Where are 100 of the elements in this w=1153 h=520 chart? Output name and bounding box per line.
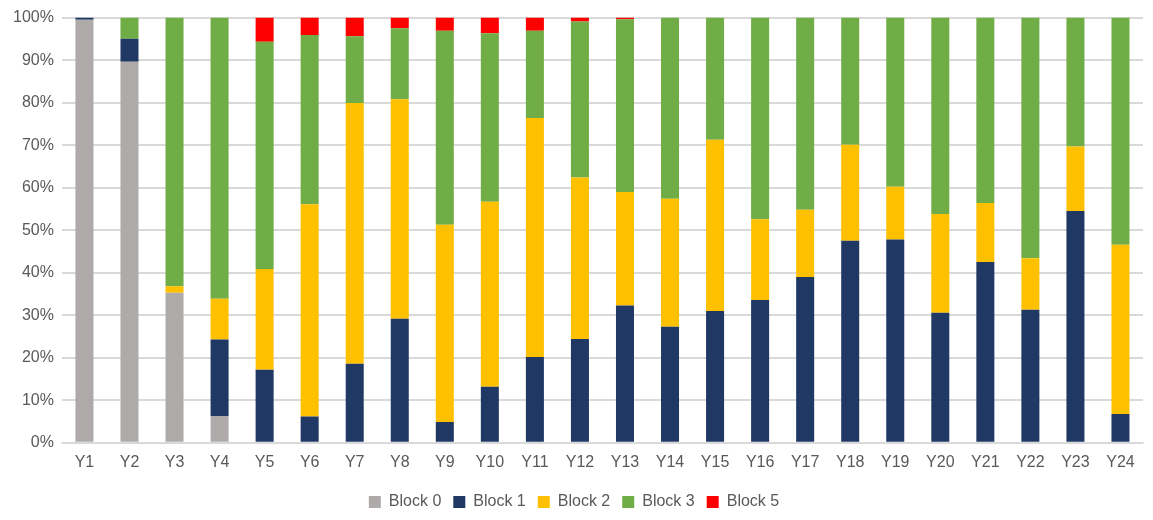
x-tick-label: Y23 — [1061, 452, 1090, 470]
bar — [120, 17, 139, 39]
bar — [300, 17, 319, 36]
x-tick-label: Y9 — [435, 452, 455, 470]
bar — [390, 28, 409, 100]
x-tick-label: Y8 — [389, 452, 410, 470]
y-tick-label: 70% — [21, 135, 54, 153]
bar — [435, 224, 454, 422]
bar — [661, 326, 680, 442]
x-tick-label: Y4 — [209, 452, 230, 470]
bar — [255, 369, 274, 442]
y-tick-label: 80% — [21, 93, 54, 111]
bar — [976, 202, 995, 263]
bar — [1021, 258, 1040, 310]
bar — [931, 214, 950, 313]
bar — [661, 17, 680, 199]
bar — [886, 17, 905, 187]
bar — [976, 17, 995, 203]
bar — [345, 36, 364, 104]
bar — [1111, 244, 1130, 414]
bar — [570, 177, 589, 340]
x-tick-label: Y20 — [926, 452, 955, 470]
y-tick-label: 10% — [21, 390, 54, 408]
y-tick-label: 30% — [21, 305, 54, 323]
y-tick-label: 60% — [21, 178, 54, 196]
bar — [661, 198, 680, 327]
bar — [1111, 413, 1130, 442]
bar — [345, 103, 364, 364]
y-tick-label: 100% — [13, 8, 54, 26]
x-tick-label: Y5 — [254, 452, 275, 470]
legend-label: Block 5 — [726, 492, 780, 510]
bar — [570, 21, 589, 178]
bar — [300, 35, 319, 205]
bar — [931, 312, 950, 442]
bar — [480, 17, 499, 34]
legend-label: Block 1 — [473, 492, 526, 510]
x-tick-label: Y21 — [971, 452, 1000, 470]
bar — [390, 17, 409, 29]
bar — [255, 41, 274, 269]
bar — [525, 117, 544, 357]
bar — [480, 386, 499, 442]
bar — [615, 19, 634, 192]
bar — [886, 239, 905, 442]
bar — [255, 268, 274, 370]
bar — [841, 144, 860, 241]
x-tick-label: Y24 — [1106, 452, 1135, 470]
bar — [706, 139, 725, 311]
bar — [255, 17, 274, 42]
bar — [570, 339, 589, 442]
bar — [1021, 309, 1040, 442]
bar — [300, 204, 319, 417]
bar — [120, 61, 139, 442]
x-tick-label: Y22 — [1016, 452, 1045, 470]
bar — [165, 292, 184, 442]
legend-label: Block 0 — [388, 492, 442, 510]
bar — [886, 186, 905, 240]
bar — [1066, 146, 1085, 212]
bar — [525, 356, 544, 442]
bar — [751, 17, 770, 220]
bar — [615, 191, 634, 306]
bar — [796, 17, 815, 210]
y-tick-label: 90% — [21, 50, 54, 68]
bar — [210, 298, 229, 340]
bar — [976, 262, 995, 442]
y-tick-label: 0% — [30, 433, 54, 451]
x-tick-label: Y10 — [475, 452, 505, 470]
bar — [706, 17, 725, 140]
x-tick-label: Y1 — [74, 452, 95, 470]
x-tick-label: Y3 — [164, 452, 185, 470]
x-tick-label: Y17 — [790, 452, 820, 470]
bar — [390, 318, 409, 442]
bar — [435, 30, 454, 225]
bar — [345, 363, 364, 442]
legend-label: Block 2 — [557, 492, 611, 510]
bar — [165, 286, 184, 293]
bar — [1021, 17, 1040, 259]
x-tick-label: Y12 — [565, 452, 595, 470]
bar — [210, 339, 229, 417]
bar — [1066, 211, 1085, 442]
bar — [1066, 17, 1085, 147]
bar — [615, 305, 634, 442]
x-tick-label: Y7 — [344, 452, 365, 470]
x-tick-label: Y6 — [299, 452, 320, 470]
bar — [75, 19, 94, 442]
x-tick-label: Y13 — [610, 452, 640, 470]
bar — [751, 219, 770, 300]
bar — [1111, 17, 1130, 245]
y-tick-label: 20% — [21, 348, 54, 366]
bar — [796, 276, 815, 442]
bar — [525, 30, 544, 118]
bar — [931, 17, 950, 215]
y-tick-label: 50% — [21, 220, 54, 238]
bar — [706, 310, 725, 442]
x-tick-label: Y18 — [835, 452, 865, 470]
x-tick-label: Y2 — [119, 452, 140, 470]
x-tick-label: Y15 — [700, 452, 730, 470]
y-tick-label: 40% — [21, 263, 54, 281]
bar — [165, 17, 184, 287]
bar — [435, 421, 454, 442]
x-tick-label: Y16 — [745, 452, 775, 470]
